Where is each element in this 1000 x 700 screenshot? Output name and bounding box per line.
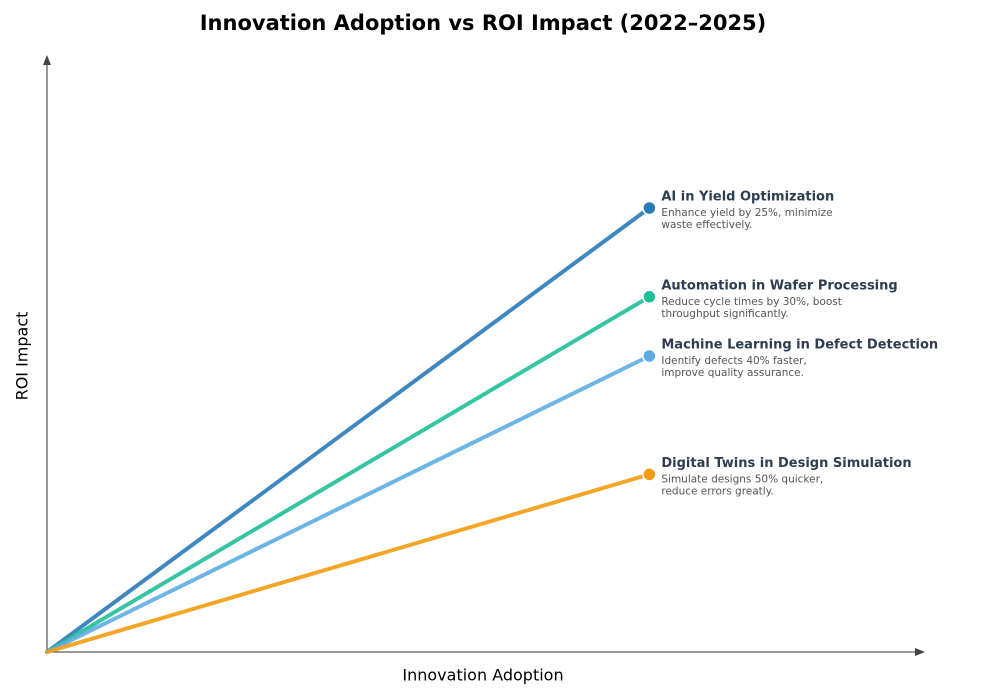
end-point xyxy=(642,289,657,305)
end-point xyxy=(642,200,657,216)
series-note: improve quality assurance. xyxy=(661,367,804,379)
series-note: Enhance yield by 25%, minimize xyxy=(661,207,832,219)
series-line xyxy=(45,472,652,654)
series-name: Digital Twins in Design Simulation xyxy=(661,456,911,471)
series-note: Reduce cycle times by 30%, boost xyxy=(661,296,842,308)
end-point xyxy=(642,348,657,364)
series-name: Machine Learning in Defect Detection xyxy=(661,338,938,353)
series-note: reduce errors greatly. xyxy=(661,485,773,497)
series-name: Automation in Wafer Processing xyxy=(661,278,897,293)
x-axis-arrow xyxy=(915,648,925,656)
y-axis-label: ROI Impact xyxy=(13,312,32,401)
series-line xyxy=(45,294,652,654)
series-note: Identify defects 40% faster, xyxy=(661,355,806,367)
series-note: throughput significantly. xyxy=(661,308,788,320)
series-note: Simulate designs 50% quicker, xyxy=(661,473,823,485)
series-note: waste effectively. xyxy=(661,219,752,231)
chart-title: Innovation Adoption vs ROI Impact (2022–… xyxy=(200,11,767,35)
series-line xyxy=(45,206,652,654)
y-axis-arrow xyxy=(43,55,51,65)
x-axis-label: Innovation Adoption xyxy=(402,666,563,685)
series-name: AI in Yield Optimization xyxy=(661,190,834,205)
end-point xyxy=(642,467,657,482)
series-line xyxy=(45,354,652,654)
